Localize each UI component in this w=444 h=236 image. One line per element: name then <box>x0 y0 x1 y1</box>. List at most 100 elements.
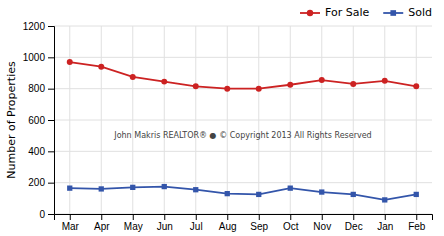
point <box>130 74 136 80</box>
grid-line <box>227 26 228 214</box>
point <box>414 192 419 197</box>
y-tick: 1000 <box>23 52 54 63</box>
point <box>256 192 261 197</box>
y-axis: 0 200 400 600 800 1000 1200 <box>23 21 55 220</box>
x-tick: Feb <box>408 214 426 232</box>
point <box>99 186 104 191</box>
x-tick: May <box>124 214 143 232</box>
y-tick-mark <box>48 183 54 184</box>
x-tick-mark <box>385 214 386 220</box>
point <box>67 59 73 65</box>
x-tick: Jan <box>377 214 393 232</box>
y-tick-label: 600 <box>28 115 45 126</box>
grid-line <box>54 26 432 27</box>
y-tick-label: 400 <box>28 146 45 157</box>
point <box>413 83 419 89</box>
x-tick-mark <box>353 214 354 220</box>
y-tick-mark <box>48 120 54 121</box>
x-axis: Mar Apr May Jun Jul Aug Sep Oct Nov Dec Jan Feb <box>55 214 433 232</box>
y-tick: 400 <box>28 146 54 157</box>
y-tick-mark <box>48 214 54 215</box>
point <box>98 64 104 70</box>
y-tick: 1200 <box>23 21 54 32</box>
y-axis-title: Number of Properties <box>5 61 18 179</box>
x-tick: Apr <box>94 214 110 232</box>
y-tick-label: 800 <box>28 83 45 94</box>
x-tick: Dec <box>345 214 363 232</box>
point <box>193 83 199 89</box>
x-tick: Mar <box>62 214 80 232</box>
y-tick: 200 <box>28 177 54 188</box>
x-tick: Jul <box>190 214 203 232</box>
point <box>351 192 356 197</box>
x-tick-mark <box>196 214 197 220</box>
point <box>162 184 167 189</box>
x-tick-label: Aug <box>219 221 237 232</box>
x-tick-mark <box>322 214 323 220</box>
point <box>225 191 230 196</box>
x-tick-mark <box>70 214 71 220</box>
y-tick-mark <box>48 89 54 90</box>
x-tick-label: Apr <box>94 221 110 232</box>
x-tick-mark <box>164 214 165 220</box>
point <box>288 186 293 191</box>
x-axis-line <box>55 215 433 221</box>
grid-line <box>101 26 102 214</box>
x-tick-mark <box>133 214 134 220</box>
y-axis-line <box>48 27 55 215</box>
series-line <box>70 62 417 89</box>
grid-line <box>321 26 322 214</box>
chart: Mar Apr May Jun Jul Aug Sep Oct Nov Dec Jan Feb 0 200… <box>0 0 444 236</box>
grid-line <box>195 26 196 214</box>
point <box>193 187 198 192</box>
point <box>161 79 167 85</box>
y-tick: 0 <box>39 209 54 220</box>
legend-swatch-marker <box>390 10 396 16</box>
x-tick: Nov <box>313 214 331 232</box>
y-tick-mark <box>48 57 54 58</box>
point <box>319 77 325 83</box>
legend-item: For Sale <box>300 6 369 19</box>
x-tick-label: Feb <box>408 221 426 232</box>
point <box>130 185 135 190</box>
legend-label: Sold <box>408 6 432 19</box>
grid-line <box>416 26 417 214</box>
marks <box>67 59 419 202</box>
x-tick-mark <box>227 214 228 220</box>
x-tick-label: Nov <box>313 221 331 232</box>
x-tick-mark <box>416 214 417 220</box>
legend-item: Sold <box>383 6 432 19</box>
point <box>382 197 387 202</box>
y-tick: 800 <box>28 83 54 94</box>
y-tick: 600 <box>28 115 54 126</box>
x-tick-label: Sep <box>250 221 268 232</box>
grid <box>54 26 432 214</box>
legend: For Sale Sold <box>300 6 432 19</box>
point <box>319 189 324 194</box>
x-tick-label: Jun <box>157 221 173 232</box>
x-tick-label: Dec <box>345 221 363 232</box>
point <box>287 82 293 88</box>
grid-line <box>258 26 259 214</box>
grid-line <box>54 57 432 58</box>
y-tick-label: 1000 <box>23 52 46 63</box>
grid-line <box>353 26 354 214</box>
grid-line <box>54 151 432 152</box>
point <box>350 81 356 87</box>
x-tick-mark <box>290 214 291 220</box>
grid-line <box>54 120 432 121</box>
point <box>67 186 72 191</box>
series-line <box>70 187 417 200</box>
x-tick-label: Jan <box>377 221 393 232</box>
plot: Mar Apr May Jun Jul Aug Sep Oct Nov Dec Jan Feb 0 200… <box>23 21 433 232</box>
y-tick-mark <box>48 151 54 152</box>
legend-label: For Sale <box>325 6 369 19</box>
y-tick-mark <box>48 26 54 27</box>
x-tick: Aug <box>219 214 237 232</box>
point <box>256 86 262 92</box>
x-tick-label: May <box>124 221 143 232</box>
x-tick-mark <box>259 214 260 220</box>
x-tick: Jun <box>157 214 173 232</box>
legend-swatch-marker <box>307 10 313 16</box>
x-tick-label: Oct <box>283 221 299 232</box>
